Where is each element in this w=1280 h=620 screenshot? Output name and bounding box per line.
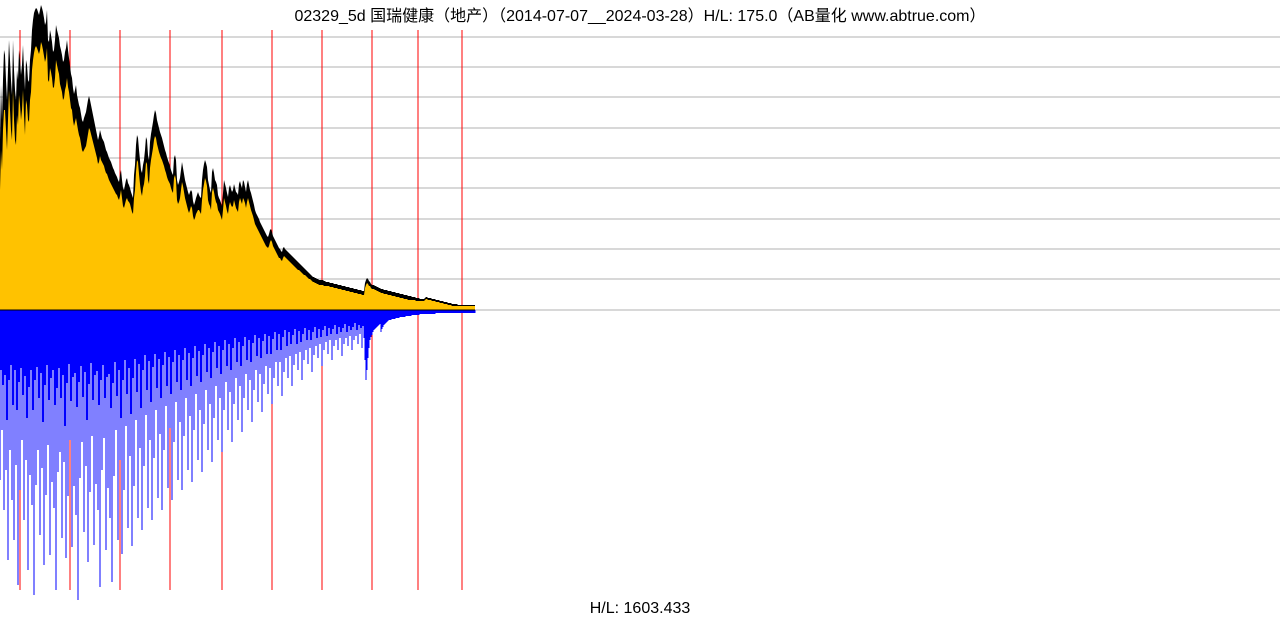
chart-container: 02329_5d 国瑞健康（地产）（2014-07-07__2024-03-28… [0, 0, 1280, 620]
chart-title: 02329_5d 国瑞健康（地产）（2014-07-07__2024-03-28… [0, 2, 1280, 26]
chart-plot-area [0, 0, 1280, 620]
chart-footer: H/L: 1603.433 [0, 600, 1280, 618]
